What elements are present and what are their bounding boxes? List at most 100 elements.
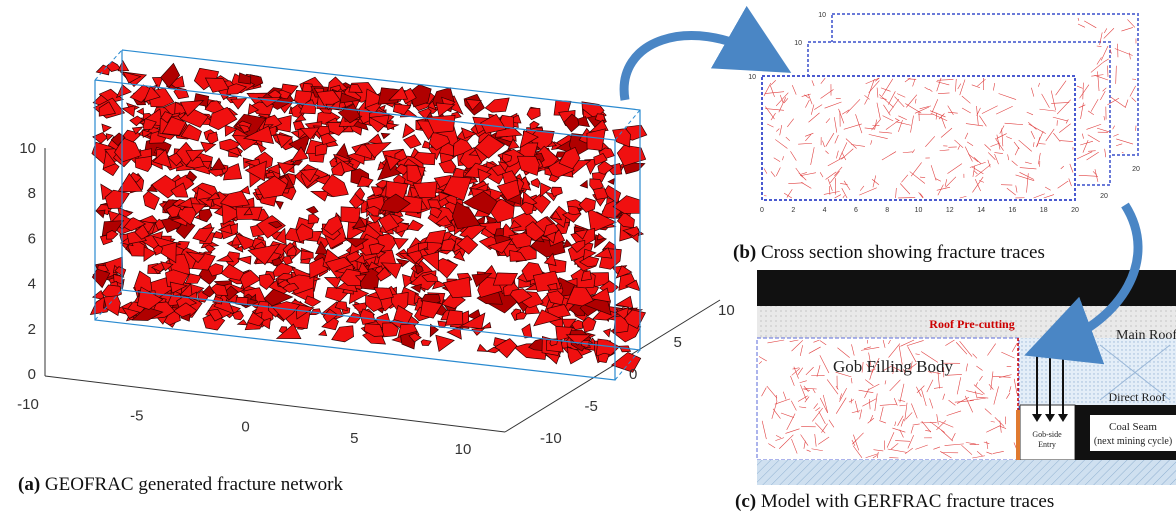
fracture — [220, 191, 249, 207]
x-tick-label: 6 — [854, 207, 858, 214]
fracture — [122, 106, 135, 117]
z-tick-label: 4 — [28, 276, 36, 293]
fracture — [130, 116, 143, 126]
x-tick-label: 4 — [823, 207, 827, 214]
x-tick-label: 0 — [760, 207, 764, 214]
y-tick-label: 10 — [718, 302, 735, 319]
panel-b: 10 10 10 20 20 (b) Cross section showing… — [733, 12, 1140, 263]
fracture — [341, 207, 361, 223]
fracture — [422, 141, 429, 149]
caption-text: Cross section showing fracture traces — [761, 242, 1045, 263]
label: Gob Filling Body — [833, 357, 953, 376]
fracture — [135, 156, 152, 171]
floor — [757, 460, 1176, 485]
fracture — [598, 353, 609, 362]
fracture — [527, 108, 540, 120]
fracture — [436, 335, 454, 351]
y-tick-label: -5 — [585, 398, 598, 415]
fracture — [522, 324, 532, 338]
x-tick-label: 8 — [885, 207, 889, 214]
label: Main Roof — [1116, 328, 1176, 343]
fracture-network — [90, 61, 646, 373]
fracture — [275, 201, 283, 209]
x-tick-label: 12 — [946, 207, 954, 214]
fracture — [96, 210, 105, 218]
fracture — [238, 320, 248, 325]
fracture — [311, 191, 329, 201]
x-tick-label: 10 — [455, 441, 472, 458]
label: Gob-side — [1032, 430, 1062, 439]
z-tick-label: 2 — [28, 321, 36, 338]
fracture — [308, 214, 319, 223]
x-tick-label: 14 — [977, 207, 985, 214]
tick-label: 10 — [794, 40, 802, 47]
x-tick-label: 0 — [241, 419, 249, 436]
fracture — [238, 256, 251, 264]
x-tick-label: -10 — [17, 396, 39, 413]
fracture — [307, 206, 319, 214]
fracture — [485, 98, 509, 112]
label: Coal Seam — [1109, 421, 1157, 433]
caption-b: (b) Cross section showing fracture trace… — [733, 242, 1045, 263]
figure: (a) GEOFRAC generated fracture network 0… — [0, 0, 1176, 515]
fracture — [617, 145, 645, 166]
x-tick-label: 16 — [1009, 207, 1017, 214]
x-tick-label: 20 — [1071, 207, 1079, 214]
support — [1016, 410, 1020, 460]
tick-label: 20 — [1132, 166, 1140, 173]
caption-a: (a) GEOFRAC generated fracture network — [18, 474, 343, 495]
x-tick-label: 5 — [350, 430, 358, 447]
fracture — [381, 133, 390, 139]
fracture — [425, 230, 446, 243]
label: Entry — [1038, 440, 1056, 449]
fracture — [595, 114, 605, 122]
x-axis — [45, 376, 505, 432]
fracture — [597, 234, 604, 240]
tick-label: 20 — [1100, 193, 1108, 200]
z-tick-label: 10 — [19, 140, 36, 157]
y-tick-label: -10 — [540, 430, 562, 447]
tick-label: 10 — [748, 74, 756, 81]
x-tick-label: -5 — [130, 407, 143, 424]
fracture — [319, 330, 327, 336]
fracture — [517, 156, 539, 175]
fracture — [403, 135, 421, 149]
bolt-heads — [1032, 414, 1068, 422]
fracture — [305, 296, 321, 307]
fracture — [608, 179, 614, 185]
z-tick-label: 0 — [28, 366, 36, 383]
panel-a: (a) GEOFRAC generated fracture network 0… — [17, 50, 735, 495]
fracture — [143, 191, 159, 209]
x-tick-label: 2 — [791, 207, 795, 214]
fracture — [407, 220, 423, 231]
fracture — [221, 264, 244, 280]
fracture — [421, 340, 431, 346]
fracture — [520, 202, 533, 215]
label: (next mining cycle) — [1094, 436, 1172, 447]
caption-text: Model with GERFRAC fracture traces — [761, 491, 1054, 512]
label: Roof Pre-cutting — [929, 317, 1014, 331]
fracture — [231, 99, 247, 110]
caption-label: (c) — [735, 491, 756, 512]
caption-text: GEOFRAC generated fracture network — [45, 474, 344, 495]
fracture — [207, 132, 218, 144]
y-tick-label: 0 — [629, 366, 637, 383]
caption-label: (a) — [18, 474, 40, 495]
fracture — [420, 301, 442, 319]
arrow — [624, 36, 760, 100]
y-tick-label: 5 — [674, 334, 682, 351]
fracture — [102, 124, 111, 132]
fracture — [211, 158, 225, 170]
fracture — [604, 329, 611, 337]
fracture — [199, 209, 212, 222]
x-tick-label: 18 — [1040, 207, 1048, 214]
label: Direct Roof — [1109, 390, 1166, 404]
caption-c: (c) Model with GERFRAC fracture traces — [735, 491, 1054, 512]
fracture — [137, 108, 144, 115]
fracture — [477, 344, 487, 351]
fracture — [117, 85, 132, 98]
fracture — [104, 296, 121, 316]
fracture — [301, 251, 314, 261]
tick-label: 10 — [818, 12, 826, 19]
x-tick-label: 10 — [915, 207, 923, 214]
